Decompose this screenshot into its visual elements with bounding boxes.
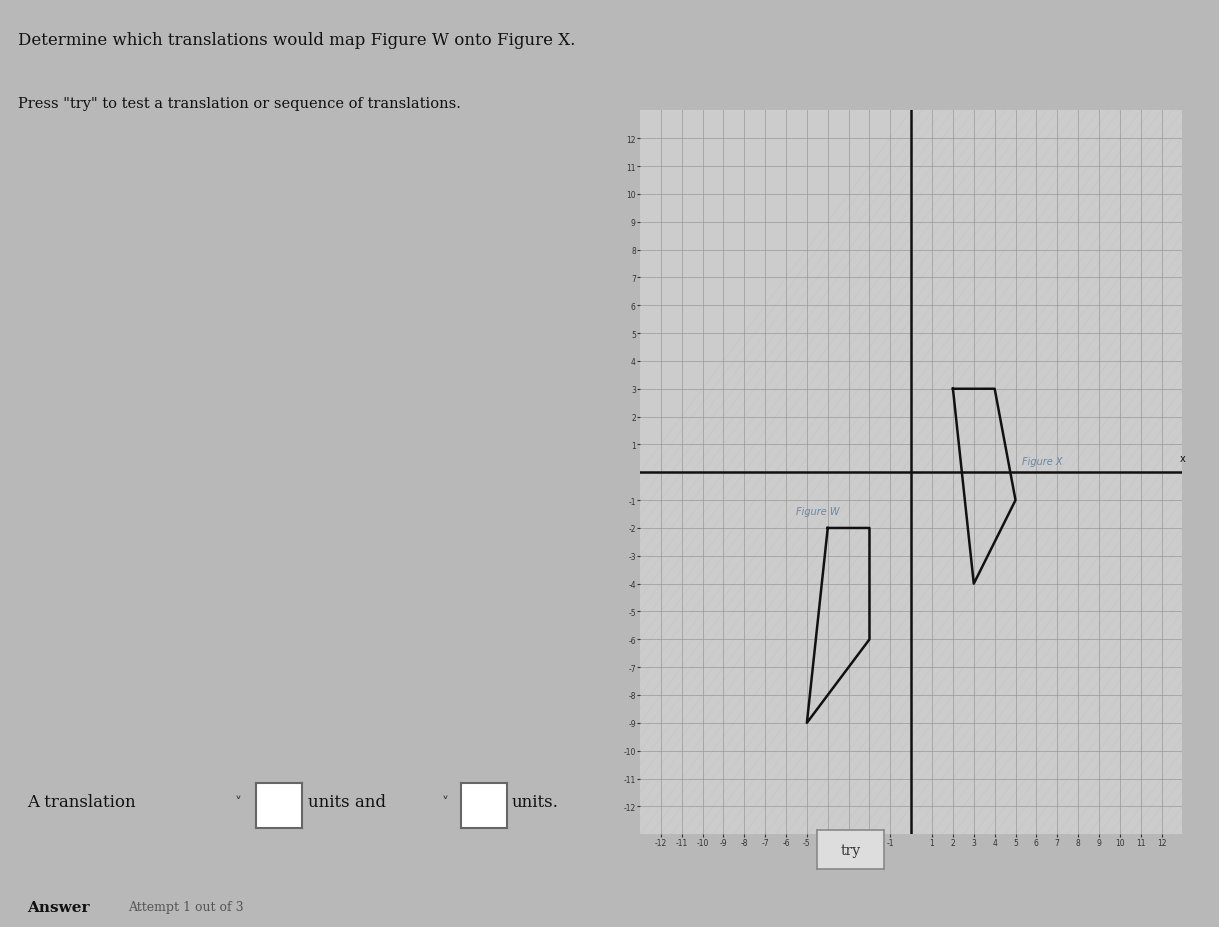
Text: ˅: ˅ bbox=[234, 794, 241, 809]
Text: A translation: A translation bbox=[27, 794, 135, 810]
Text: Figure X: Figure X bbox=[1022, 456, 1062, 466]
Text: Press "try" to test a translation or sequence of translations.: Press "try" to test a translation or seq… bbox=[18, 97, 461, 111]
Text: units.: units. bbox=[512, 794, 558, 810]
Text: Figure W: Figure W bbox=[796, 506, 840, 516]
Text: Determine which translations would map Figure W onto Figure X.: Determine which translations would map F… bbox=[18, 32, 575, 49]
Text: units and: units and bbox=[308, 794, 386, 810]
Text: Attempt 1 out of 3: Attempt 1 out of 3 bbox=[128, 900, 244, 913]
Text: Answer: Answer bbox=[27, 899, 89, 914]
Text: ˅: ˅ bbox=[441, 794, 449, 809]
Text: try: try bbox=[840, 843, 861, 857]
Text: x: x bbox=[1180, 454, 1185, 464]
